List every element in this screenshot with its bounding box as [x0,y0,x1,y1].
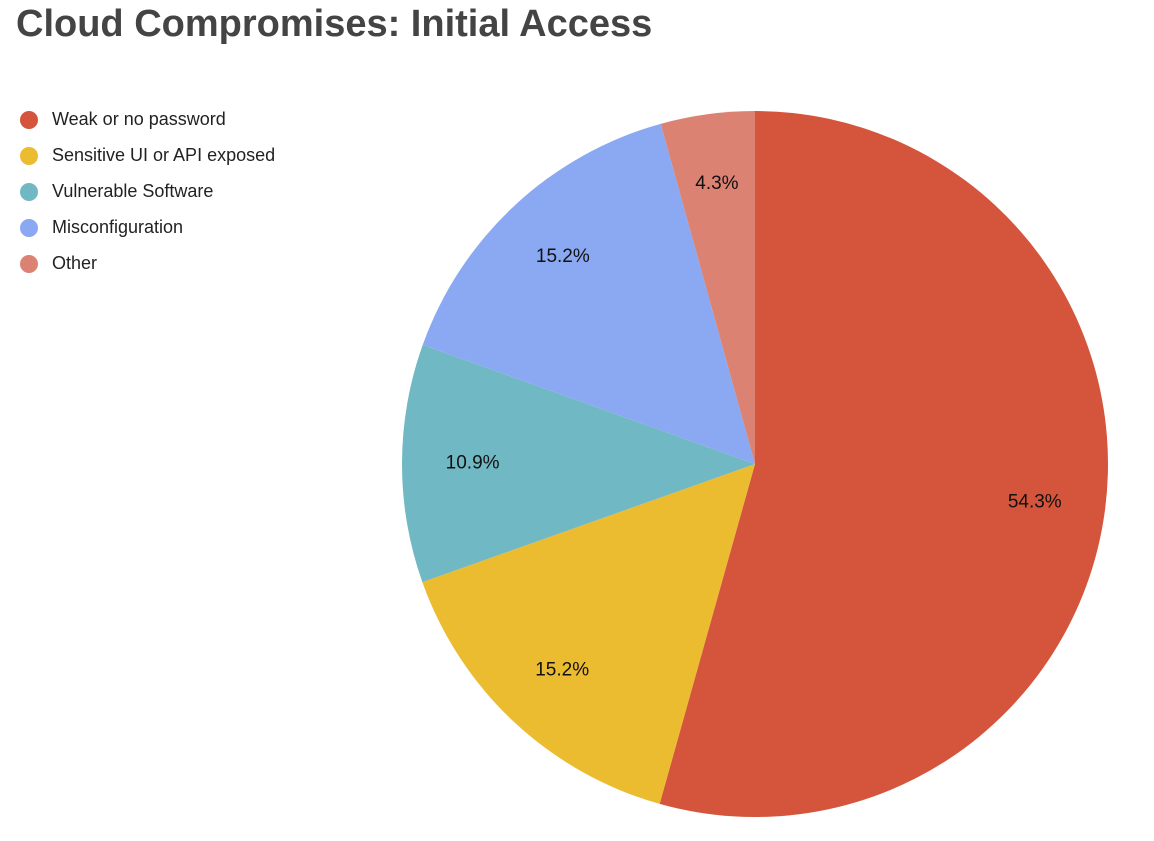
value-label: 10.9% [446,453,500,474]
legend-label: Weak or no password [52,109,226,129]
pie-slice [422,464,755,804]
legend-label: Vulnerable Software [52,181,213,201]
legend-swatch [20,255,38,273]
legend-swatch [20,183,38,201]
pie-slice [660,111,755,464]
value-label: 15.2% [536,246,590,267]
legend-swatch [20,147,38,165]
pie-slice [401,344,755,583]
legend-swatch [20,111,38,129]
legend-label: Misconfiguration [52,217,183,237]
pie-slice [659,111,1109,818]
value-label: 54.3% [1008,492,1062,513]
legend-label: Other [52,253,97,273]
legend-swatch [20,219,38,237]
pie-slice [422,123,755,465]
value-label: 15.2% [535,659,589,680]
value-label: 4.3% [695,173,738,194]
chart-title: Cloud Compromises: Initial Access [16,3,652,45]
legend-label: Sensitive UI or API exposed [52,145,275,165]
